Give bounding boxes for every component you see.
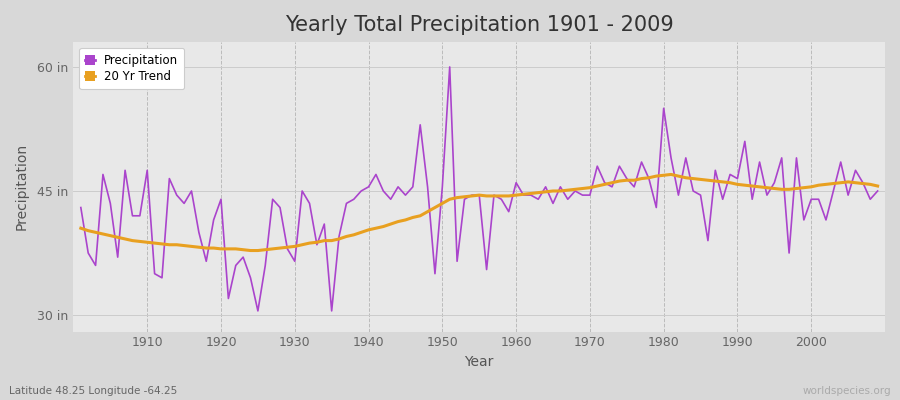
Line: Precipitation: Precipitation: [81, 67, 878, 311]
Precipitation: [526, 193, 536, 198]
20 Yr Trend: [304, 241, 315, 246]
20 Yr Trend: [76, 226, 86, 231]
Precipitation: [445, 64, 455, 69]
Precipitation: [614, 164, 625, 168]
20 Yr Trend: [607, 180, 617, 185]
Precipitation: [348, 197, 359, 202]
Title: Yearly Total Precipitation 1901 - 2009: Yearly Total Precipitation 1901 - 2009: [284, 15, 673, 35]
Precipitation: [134, 213, 145, 218]
20 Yr Trend: [245, 248, 256, 253]
Text: Latitude 48.25 Longitude -64.25: Latitude 48.25 Longitude -64.25: [9, 386, 177, 396]
20 Yr Trend: [872, 184, 883, 188]
20 Yr Trend: [510, 193, 521, 198]
Line: 20 Yr Trend: 20 Yr Trend: [81, 174, 878, 250]
Precipitation: [76, 205, 86, 210]
20 Yr Trend: [348, 232, 359, 237]
Precipitation: [872, 188, 883, 193]
20 Yr Trend: [134, 239, 145, 244]
Precipitation: [304, 201, 315, 206]
Precipitation: [518, 193, 529, 198]
Y-axis label: Precipitation: Precipitation: [15, 143, 29, 230]
Legend: Precipitation, 20 Yr Trend: Precipitation, 20 Yr Trend: [79, 48, 184, 89]
20 Yr Trend: [518, 192, 529, 197]
Precipitation: [253, 308, 264, 313]
20 Yr Trend: [666, 172, 677, 177]
Text: worldspecies.org: worldspecies.org: [803, 386, 891, 396]
X-axis label: Year: Year: [464, 355, 494, 369]
